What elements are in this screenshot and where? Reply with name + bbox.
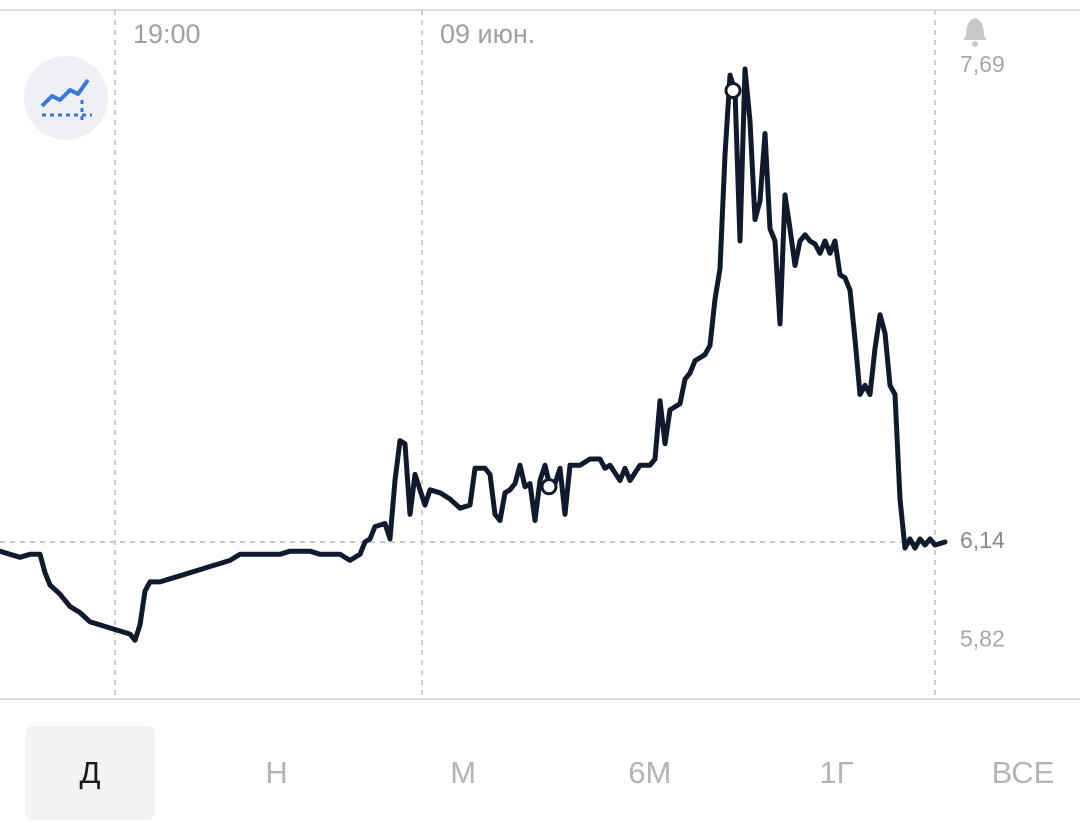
indicator-button[interactable]	[24, 56, 108, 140]
period-button[interactable]: ВСЕ	[992, 755, 1055, 790]
event-marker[interactable]	[540, 478, 558, 496]
event-marker[interactable]	[724, 81, 742, 99]
period-button[interactable]: 1Г	[819, 755, 853, 790]
period-button[interactable]: Д	[80, 755, 101, 790]
y-tick-label: 7,69	[960, 51, 1005, 77]
x-tick-label: 09 июн.	[440, 19, 535, 49]
icon-line	[40, 78, 90, 108]
period-button[interactable]: 6М	[628, 755, 671, 790]
x-tick-label: 19:00	[133, 19, 201, 49]
bell-icon	[963, 18, 987, 40]
current-price-label: 6,14	[960, 527, 1005, 553]
bell-clapper	[972, 41, 978, 47]
period-selected-bg	[25, 726, 155, 820]
button-bg	[24, 56, 108, 140]
alert-bell[interactable]	[963, 18, 987, 47]
period-button[interactable]: М	[450, 755, 476, 790]
y-tick-label: 5,82	[960, 625, 1005, 651]
period-button[interactable]: Н	[265, 755, 287, 790]
price-line	[0, 66, 948, 643]
